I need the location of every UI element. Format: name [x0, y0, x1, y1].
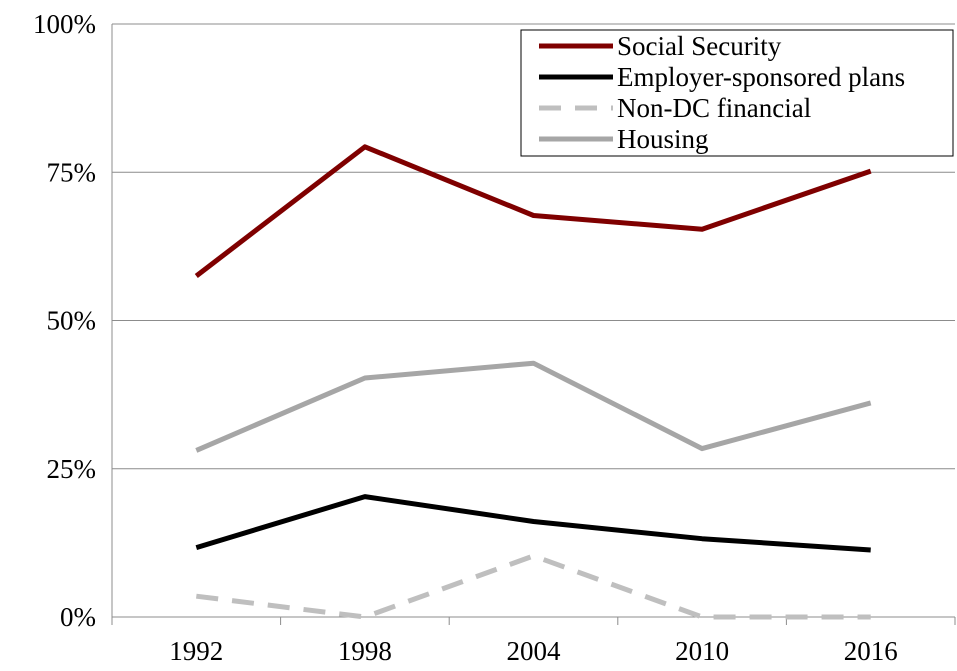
x-tick-label: 2004	[507, 636, 562, 666]
series-line-employer-sponsored-plans	[195, 494, 871, 553]
x-tick-label: 1992	[169, 636, 223, 666]
y-tick-label: 50%	[47, 306, 97, 336]
series-line-housing	[195, 360, 872, 453]
series-line-social-security	[194, 144, 872, 278]
y-tick-label: 100%	[33, 9, 96, 39]
y-tick-label: 0%	[60, 602, 96, 632]
legend-box	[520, 29, 954, 157]
legend-label: Housing	[617, 124, 709, 154]
y-tick-label: 25%	[47, 454, 97, 484]
legend-label: Employer-sponsored plans	[617, 62, 905, 92]
series-lines	[194, 144, 872, 620]
x-tick-label: 2016	[844, 636, 898, 666]
legend-label: Non-DC financial	[617, 93, 811, 123]
axes: 0% 25% 50% 75% 100% 1992 1998 2004 2010 2016	[33, 9, 956, 666]
gridlines	[112, 23, 955, 470]
legend-label: Social Security	[617, 31, 782, 61]
series-line-non-dc-financial	[195, 553, 871, 620]
y-tick-label: 75%	[47, 157, 97, 187]
x-tick-label: 1998	[338, 636, 392, 666]
x-tick-label: 2010	[675, 636, 729, 666]
